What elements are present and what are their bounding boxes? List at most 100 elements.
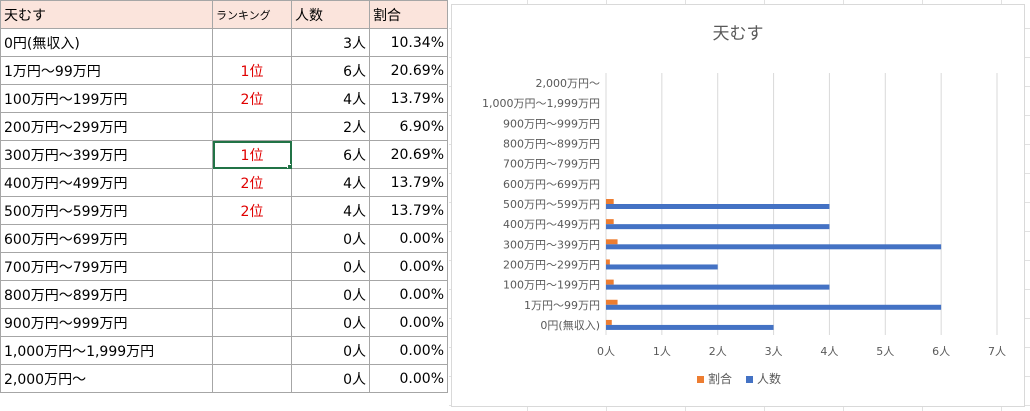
count-cell[interactable]: 3人 <box>291 28 370 57</box>
table-row: 800万円～899万円 0人 0.00% <box>0 280 448 309</box>
bar-count <box>606 284 830 290</box>
legend-swatch-count <box>746 376 753 383</box>
category-label: 400万円～499万円 <box>503 218 600 231</box>
range-cell[interactable]: 200万円～299万円 <box>0 112 213 141</box>
range-cell[interactable]: 600万円～699万円 <box>0 224 213 253</box>
bar-ratio <box>606 279 614 285</box>
rank-cell[interactable] <box>212 336 292 365</box>
count-cell[interactable]: 4人 <box>291 196 370 225</box>
ratio-cell[interactable]: 0.00% <box>369 224 448 253</box>
rank-cell[interactable] <box>212 280 292 309</box>
range-cell[interactable]: 400万円～499万円 <box>0 168 213 197</box>
rank-cell[interactable]: 2位 <box>212 84 292 113</box>
rank-cell[interactable] <box>212 112 292 141</box>
category-label: 500万円～599万円 <box>503 198 600 211</box>
bar-ratio <box>606 299 618 305</box>
count-cell[interactable]: 6人 <box>291 140 370 169</box>
range-cell[interactable]: 500万円～599万円 <box>0 196 213 225</box>
header-cell[interactable]: ランキング <box>212 0 292 29</box>
table-row: 300万円～399万円 1位 6人 20.69% <box>0 140 448 169</box>
range-cell[interactable]: 1,000万円～1,999万円 <box>0 336 213 365</box>
range-cell[interactable]: 2,000万円～ <box>0 364 213 393</box>
rank-cell[interactable] <box>212 364 292 393</box>
category-label: 600万円～699万円 <box>503 178 600 191</box>
range-cell[interactable]: 300万円～399万円 <box>0 140 213 169</box>
table-row: 1,000万円～1,999万円 0人 0.00% <box>0 336 448 365</box>
ratio-cell[interactable]: 10.34% <box>369 28 448 57</box>
count-cell[interactable]: 4人 <box>291 168 370 197</box>
legend-label-count: 人数 <box>757 371 781 386</box>
count-cell[interactable]: 0人 <box>291 252 370 281</box>
range-cell[interactable]: 700万円～799万円 <box>0 252 213 281</box>
table-row: 500万円～599万円 2位 4人 13.79% <box>0 196 448 225</box>
rank-cell[interactable]: 1位 <box>212 140 292 169</box>
ratio-cell[interactable]: 13.79% <box>369 168 448 197</box>
x-tick-label: 4人 <box>820 345 838 358</box>
range-cell[interactable]: 100万円～199万円 <box>0 84 213 113</box>
range-cell[interactable]: 900万円～999万円 <box>0 308 213 337</box>
table-row: 1万円～99万円 1位 6人 20.69% <box>0 56 448 85</box>
ratio-cell[interactable]: 0.00% <box>369 280 448 309</box>
category-label: 800万円～899万円 <box>503 138 600 151</box>
ratio-cell[interactable]: 13.79% <box>369 84 448 113</box>
count-cell[interactable]: 0人 <box>291 308 370 337</box>
count-cell[interactable]: 6人 <box>291 56 370 85</box>
category-label: 0円(無収入) <box>540 318 600 332</box>
header-cell[interactable]: 割合 <box>369 0 448 29</box>
rank-cell[interactable] <box>212 28 292 57</box>
rank-cell[interactable] <box>212 224 292 253</box>
header-cell[interactable]: 人数 <box>291 0 370 29</box>
bar-ratio <box>606 239 618 245</box>
count-cell[interactable]: 0人 <box>291 364 370 393</box>
count-cell[interactable]: 4人 <box>291 84 370 113</box>
rank-cell[interactable] <box>212 252 292 281</box>
category-label: 300万円～399万円 <box>503 238 600 251</box>
range-cell[interactable]: 800万円～899万円 <box>0 280 213 309</box>
category-label: 2,000万円～ <box>536 77 601 90</box>
ratio-cell[interactable]: 20.69% <box>369 140 448 169</box>
chart-title: 天むす <box>713 24 764 44</box>
ratio-cell[interactable]: 13.79% <box>369 196 448 225</box>
x-tick-label: 0人 <box>597 345 615 358</box>
category-label: 200万円～299万円 <box>503 258 600 271</box>
range-cell[interactable]: 1万円～99万円 <box>0 56 213 85</box>
table-row: 700万円～799万円 0人 0.00% <box>0 252 448 281</box>
ratio-cell[interactable]: 0.00% <box>369 364 448 393</box>
count-cell[interactable]: 0人 <box>291 280 370 309</box>
bar-ratio <box>606 319 612 325</box>
bar-count <box>606 244 942 250</box>
legend-swatch-ratio <box>697 376 704 383</box>
rank-cell[interactable]: 2位 <box>212 168 292 197</box>
rank-cell[interactable]: 1位 <box>212 56 292 85</box>
table-row: 100万円～199万円 2位 4人 13.79% <box>0 84 448 113</box>
rank-cell[interactable]: 2位 <box>212 196 292 225</box>
category-label: 1万円～99万円 <box>524 299 600 312</box>
table-row: 600万円～699万円 0人 0.00% <box>0 224 448 253</box>
table-row: 200万円～299万円 2人 6.90% <box>0 112 448 141</box>
table-row: 0円(無収入) 3人 10.34% <box>0 28 448 57</box>
table-row: 2,000万円～ 0人 0.00% <box>0 364 448 393</box>
table-row: 400万円～499万円 2位 4人 13.79% <box>0 168 448 197</box>
count-cell[interactable]: 0人 <box>291 224 370 253</box>
ratio-cell[interactable]: 0.00% <box>369 308 448 337</box>
bar-count <box>606 304 942 310</box>
bar-count <box>606 224 830 230</box>
category-label: 900万円～999万円 <box>503 117 600 130</box>
count-cell[interactable]: 2人 <box>291 112 370 141</box>
x-tick-label: 6人 <box>932 345 950 358</box>
count-cell[interactable]: 0人 <box>291 336 370 365</box>
ratio-cell[interactable]: 6.90% <box>369 112 448 141</box>
x-tick-label: 1人 <box>653 345 671 358</box>
range-cell[interactable]: 0円(無収入) <box>0 28 213 57</box>
bar-count <box>606 204 830 209</box>
rank-cell[interactable] <box>212 308 292 337</box>
bar-count <box>606 264 718 270</box>
ratio-cell[interactable]: 20.69% <box>369 56 448 85</box>
ratio-cell[interactable]: 0.00% <box>369 336 448 365</box>
table-row: 900万円～999万円 0人 0.00% <box>0 308 448 337</box>
chart-area[interactable]: 天むす 0人 1人 2人 3人 4人 5人 6人 7人 0円(無収入) 1万円～99万円 100万円… <box>451 4 1025 407</box>
bar-ratio <box>606 219 614 225</box>
ratio-cell[interactable]: 0.00% <box>369 252 448 281</box>
header-cell[interactable]: 天むす <box>0 0 213 29</box>
bar-ratio <box>606 259 610 265</box>
